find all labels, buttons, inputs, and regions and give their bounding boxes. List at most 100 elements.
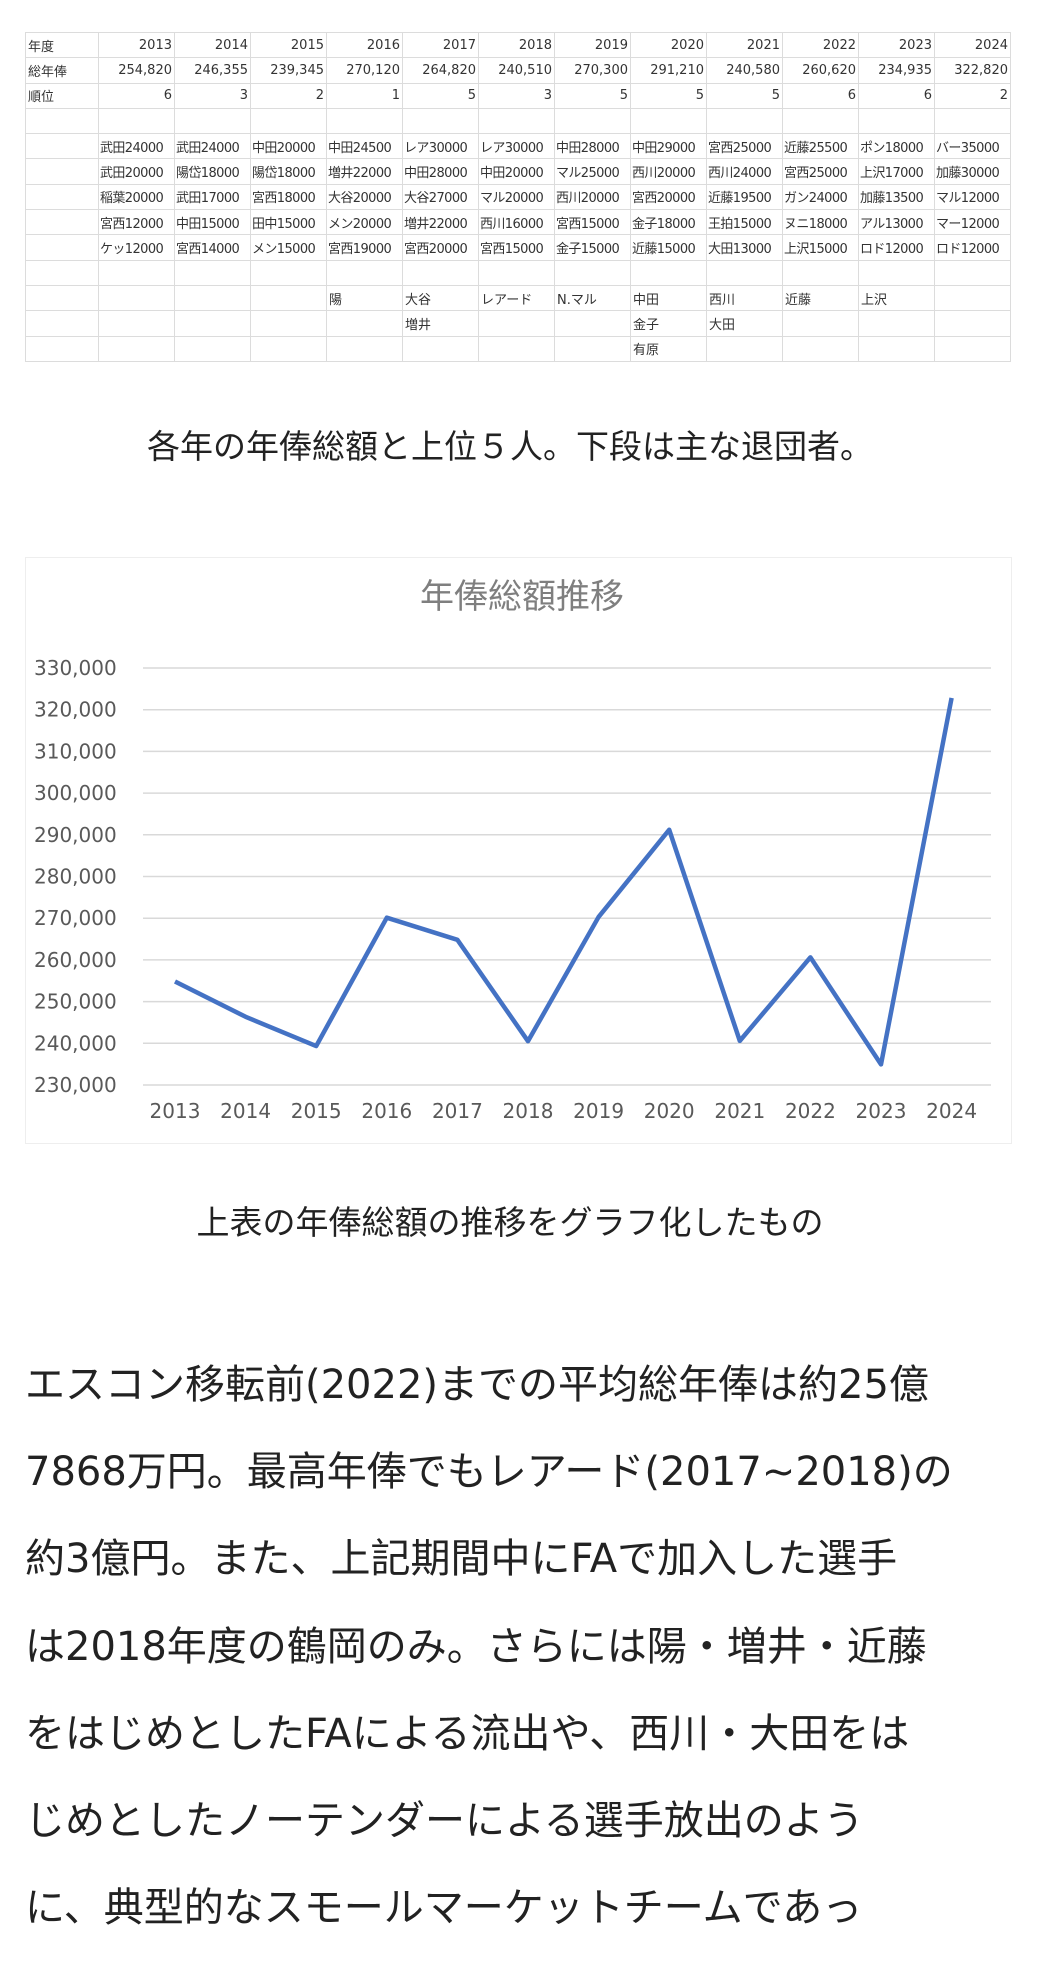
total-row: 総年俸 254,820 246,355 239,345 270,120 264,820 24…: [25, 57, 1011, 84]
body-text-line: エスコン移転前(2022)までの平均総年俸は約25億: [25, 1362, 929, 1408]
table-cell: 2: [934, 82, 1011, 109]
table-cell: [478, 310, 555, 337]
table-cell: 西川20000: [554, 183, 631, 211]
table-cell: 239,345: [250, 57, 327, 84]
table-cell: 宮西25000: [782, 158, 859, 185]
rank-row: 順位 6 3 2 1 5 3 5 5 5 6 6 2: [25, 82, 1011, 109]
table-cell: 5: [706, 82, 783, 109]
table-cell: [326, 259, 403, 286]
table-cell: 宮西20000: [630, 183, 707, 211]
row-label: [25, 335, 99, 362]
table-cell: 260,620: [782, 57, 859, 84]
table-cell: 宮西15000: [478, 234, 555, 261]
y-tick-label: 230,000: [34, 1073, 117, 1097]
table-cell: [250, 259, 327, 286]
table-cell: マル20000: [478, 183, 555, 211]
table-cell: 2019: [554, 31, 631, 59]
top-player-row: ケッ12000 宮西14000 メン15000 宮西19000 宮西20000 宮西150…: [25, 234, 1011, 261]
table-cell: 王拍15000: [706, 209, 783, 236]
row-label: [25, 259, 99, 286]
table-caption: 各年の年俸総額と上位５人。下段は主な退団者。: [147, 427, 873, 466]
table-cell: [98, 284, 175, 312]
table-cell: 大谷20000: [326, 183, 403, 211]
table-cell: 中田: [630, 284, 707, 312]
table-cell: 増井22000: [326, 158, 403, 185]
table-cell: [250, 284, 327, 312]
table-cell: 2014: [174, 31, 251, 59]
table-cell: メン20000: [326, 209, 403, 236]
table-cell: [858, 259, 935, 286]
table-cell: [250, 335, 327, 362]
table-cell: 2021: [706, 31, 783, 59]
departure-row: 増井 金子 大田: [25, 310, 1011, 337]
y-tick-label: 300,000: [34, 781, 117, 805]
row-label: [25, 209, 99, 236]
table-cell: 5: [554, 82, 631, 109]
table-cell: 大田: [706, 310, 783, 337]
table-cell: レアード: [478, 284, 555, 312]
table-cell: [706, 335, 783, 362]
body-text-line: をはじめとしたFAによる流出や、西川・大田をは: [25, 1710, 910, 1757]
row-label: [25, 234, 99, 261]
table-cell: アル13000: [858, 209, 935, 236]
table-cell: [706, 259, 783, 286]
table-cell: 2020: [630, 31, 707, 59]
table-cell: ケッ12000: [98, 234, 175, 261]
table-cell: 上沢17000: [858, 158, 935, 185]
y-tick-label: 270,000: [34, 906, 117, 930]
departure-row: 陽大谷 レアード N.マル 中田 西川 近藤 上沢: [25, 284, 1011, 312]
table-cell: マル25000: [554, 158, 631, 185]
table-cell: 322,820: [934, 57, 1011, 84]
table-cell: レア30000: [402, 133, 479, 160]
table-cell: 西川20000: [630, 158, 707, 185]
table-cell: [858, 107, 935, 135]
table-cell: [402, 335, 479, 362]
table-cell: 金子: [630, 310, 707, 337]
table-cell: 2018: [478, 31, 555, 59]
top-player-row: 武田24000 武田24000 中田20000 中田24500 レア30000 レア300…: [25, 133, 1011, 160]
table-cell: ポン18000: [858, 133, 935, 160]
table-cell: [174, 107, 251, 135]
table-cell: 6: [98, 82, 175, 109]
body-text-line: じめとしたノーテンダーによる選手放出のよう: [25, 1798, 864, 1844]
table-cell: 有原: [630, 335, 707, 362]
table-cell: 金子15000: [554, 234, 631, 261]
y-tick-label: 290,000: [34, 823, 117, 847]
table-cell: 武田20000: [98, 158, 175, 185]
table-cell: 稲葉20000: [98, 183, 175, 211]
y-tick-label: 260,000: [34, 948, 117, 972]
table-cell: メン15000: [250, 234, 327, 261]
table-cell: 近藤25500: [782, 133, 859, 160]
x-tick-label: 2015: [291, 1099, 342, 1123]
table-cell: 武田24000: [174, 133, 251, 160]
table-cell: 中田28000: [402, 158, 479, 185]
top-player-row: 宮西12000 中田15000 田中15000 メン20000 増井22000 西川160…: [25, 209, 1011, 236]
table-cell: マー12000: [934, 209, 1011, 236]
table-cell: 246,355: [174, 57, 251, 84]
row-label: [25, 107, 99, 135]
row-label: [25, 284, 99, 312]
top-player-row: 武田20000 陽岱18000 陽岱18000 増井22000 中田28000 中田200…: [25, 158, 1011, 185]
row-label: [25, 133, 99, 160]
y-tick-label: 240,000: [34, 1031, 117, 1055]
body-text-line: は2018年度の鶴岡のみ。さらには陽・増井・近藤: [25, 1623, 927, 1670]
table-cell: 西川: [706, 284, 783, 312]
table-cell: 5: [630, 82, 707, 109]
row-label: [25, 310, 99, 337]
salary-trend-chart: 年俸総額推移 230,000 240,000 250,000 260,000 270,0…: [25, 557, 1012, 1144]
x-tick-label: 2021: [714, 1099, 765, 1123]
table-cell: [478, 335, 555, 362]
table-cell: 6: [858, 82, 935, 109]
table-cell: 陽岱18000: [250, 158, 327, 185]
table-cell: 上沢15000: [782, 234, 859, 261]
table-cell: [98, 107, 175, 135]
table-cell: 270,300: [554, 57, 631, 84]
table-cell: ガン24000: [782, 183, 859, 211]
x-tick-label: 2024: [926, 1099, 977, 1123]
table-cell: [326, 335, 403, 362]
y-tick-label: 310,000: [34, 739, 117, 763]
table-cell: [934, 284, 1011, 312]
table-cell: 近藤19500: [706, 183, 783, 211]
table-cell: [98, 259, 175, 286]
table-cell: 中田24500: [326, 133, 403, 160]
